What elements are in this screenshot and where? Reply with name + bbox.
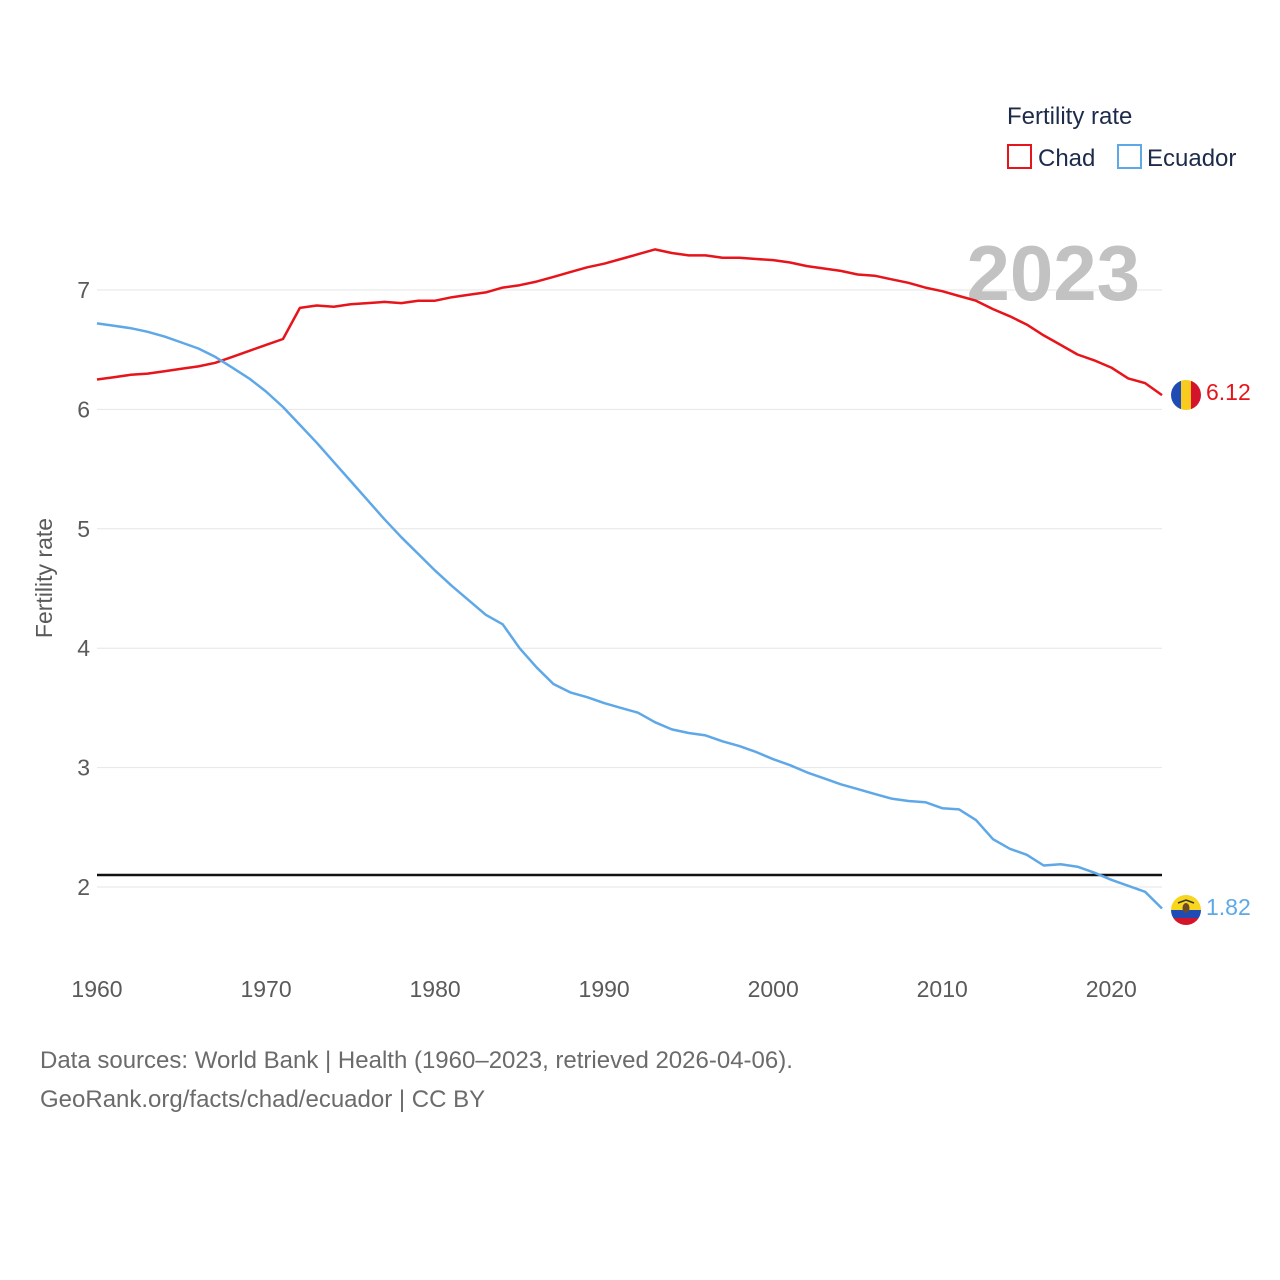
x-tick-label: 2000 xyxy=(748,976,799,1002)
x-tick-label: 2020 xyxy=(1086,976,1137,1002)
year-label: 2023 xyxy=(966,229,1140,317)
chad-flag-icon xyxy=(1171,380,1201,410)
series-line-ecuador[interactable] xyxy=(96,322,1163,910)
x-tick-label: 1990 xyxy=(579,976,630,1002)
ecuador-flag-icon xyxy=(1171,895,1201,925)
ecuador-end-value: 1.82 xyxy=(1206,894,1251,920)
x-axis-ticks: 1960 1970 1980 1990 2000 2010 2020 xyxy=(71,976,1136,1002)
legend-swatch-chad[interactable] xyxy=(1007,144,1032,169)
x-tick-label: 1960 xyxy=(71,976,122,1002)
legend-label-ecuador[interactable]: Ecuador xyxy=(1147,145,1236,172)
y-tick-label: 3 xyxy=(77,755,90,781)
gridlines xyxy=(97,289,1162,888)
legend-label-chad[interactable]: Chad xyxy=(1038,145,1095,172)
y-tick-label: 6 xyxy=(77,396,90,422)
y-tick-label: 5 xyxy=(77,516,90,542)
chad-end-value: 6.12 xyxy=(1206,379,1251,405)
x-tick-label: 1970 xyxy=(240,976,291,1002)
series-line-chad[interactable] xyxy=(96,248,1163,397)
legend-title: Fertility rate xyxy=(1007,103,1132,130)
legend: Fertility rate Chad Ecuador xyxy=(1007,103,1236,172)
y-axis-ticks: 2 3 4 5 6 7 xyxy=(77,277,90,900)
y-tick-label: 7 xyxy=(77,277,90,303)
legend-swatch-ecuador[interactable] xyxy=(1117,144,1142,169)
y-tick-label: 2 xyxy=(77,874,90,900)
y-axis-label: Fertility rate xyxy=(31,518,57,638)
y-tick-label: 4 xyxy=(77,635,90,661)
x-tick-label: 2010 xyxy=(917,976,968,1002)
footer-link[interactable]: GeoRank.org/facts/chad/ecuador | CC BY xyxy=(40,1086,485,1113)
series-group xyxy=(96,248,1163,910)
footer-sources: Data sources: World Bank | Health (1960–… xyxy=(40,1047,793,1074)
x-tick-label: 1980 xyxy=(410,976,461,1002)
